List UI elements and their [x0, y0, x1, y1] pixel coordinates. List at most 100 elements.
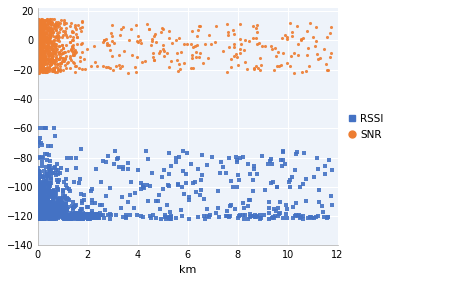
Point: [40, 69, 47, 74]
Point: [46, 204, 54, 208]
Point: [34, 193, 42, 198]
Point: [39, 206, 46, 210]
Point: [44, 152, 51, 157]
Point: [41, 208, 48, 212]
Point: [114, 156, 122, 160]
Point: [39, 17, 47, 22]
Point: [38, 216, 46, 221]
Point: [36, 26, 44, 30]
Point: [35, 67, 42, 71]
Point: [37, 43, 45, 47]
Point: [36, 216, 43, 220]
Point: [35, 34, 42, 38]
Point: [72, 49, 80, 54]
Point: [42, 66, 50, 71]
Point: [36, 21, 43, 26]
Point: [41, 18, 49, 23]
Point: [42, 215, 49, 220]
Point: [94, 213, 102, 217]
Point: [54, 47, 61, 51]
Point: [46, 204, 53, 208]
Point: [38, 61, 46, 66]
Point: [39, 214, 47, 219]
Point: [36, 212, 43, 216]
Point: [231, 54, 238, 58]
Point: [38, 186, 46, 190]
Point: [37, 30, 45, 34]
Point: [274, 214, 282, 218]
Point: [46, 207, 53, 212]
Point: [38, 216, 46, 221]
Point: [50, 211, 58, 215]
Point: [34, 32, 42, 36]
Point: [160, 168, 167, 172]
Point: [36, 187, 44, 192]
Point: [46, 207, 54, 212]
Point: [107, 30, 114, 35]
Point: [37, 18, 45, 22]
Point: [55, 20, 62, 25]
Point: [38, 57, 46, 61]
Point: [52, 53, 60, 58]
Point: [85, 215, 92, 219]
Point: [35, 196, 42, 201]
Point: [51, 24, 59, 28]
Point: [37, 181, 45, 186]
Point: [39, 59, 47, 64]
Point: [41, 206, 48, 211]
Point: [126, 38, 133, 43]
Point: [36, 209, 44, 214]
Point: [51, 209, 58, 213]
Point: [67, 214, 74, 219]
Point: [40, 214, 47, 218]
Point: [45, 213, 52, 218]
Point: [36, 170, 44, 175]
Point: [319, 210, 327, 214]
Point: [68, 213, 75, 218]
Point: [239, 155, 247, 159]
Point: [37, 198, 45, 203]
Point: [43, 180, 50, 185]
Point: [44, 203, 52, 207]
Point: [227, 203, 235, 207]
Point: [147, 43, 155, 47]
Point: [40, 57, 48, 61]
Point: [35, 26, 42, 30]
Point: [36, 42, 43, 47]
Point: [54, 180, 62, 184]
Point: [38, 213, 46, 217]
Point: [41, 69, 48, 73]
Point: [54, 23, 61, 27]
Point: [45, 166, 53, 170]
Point: [41, 35, 49, 40]
Point: [208, 42, 215, 47]
Point: [84, 212, 92, 217]
Point: [48, 44, 55, 49]
Point: [50, 211, 57, 215]
Point: [36, 214, 44, 218]
Point: [42, 27, 49, 31]
Point: [251, 215, 258, 219]
Point: [256, 67, 264, 72]
Point: [50, 50, 57, 55]
Point: [44, 212, 52, 216]
Point: [34, 200, 42, 204]
Point: [107, 212, 114, 217]
Point: [40, 59, 47, 63]
Point: [39, 60, 46, 65]
Point: [49, 203, 57, 207]
Point: [35, 182, 43, 186]
Point: [35, 23, 42, 28]
Point: [267, 180, 275, 185]
Point: [45, 213, 53, 217]
Point: [36, 212, 43, 216]
Point: [41, 36, 49, 41]
Point: [36, 214, 44, 219]
Point: [36, 214, 43, 219]
Point: [70, 60, 78, 65]
Point: [42, 49, 49, 54]
Point: [35, 70, 43, 74]
Point: [52, 209, 59, 214]
Point: [36, 214, 43, 218]
Point: [54, 61, 61, 66]
